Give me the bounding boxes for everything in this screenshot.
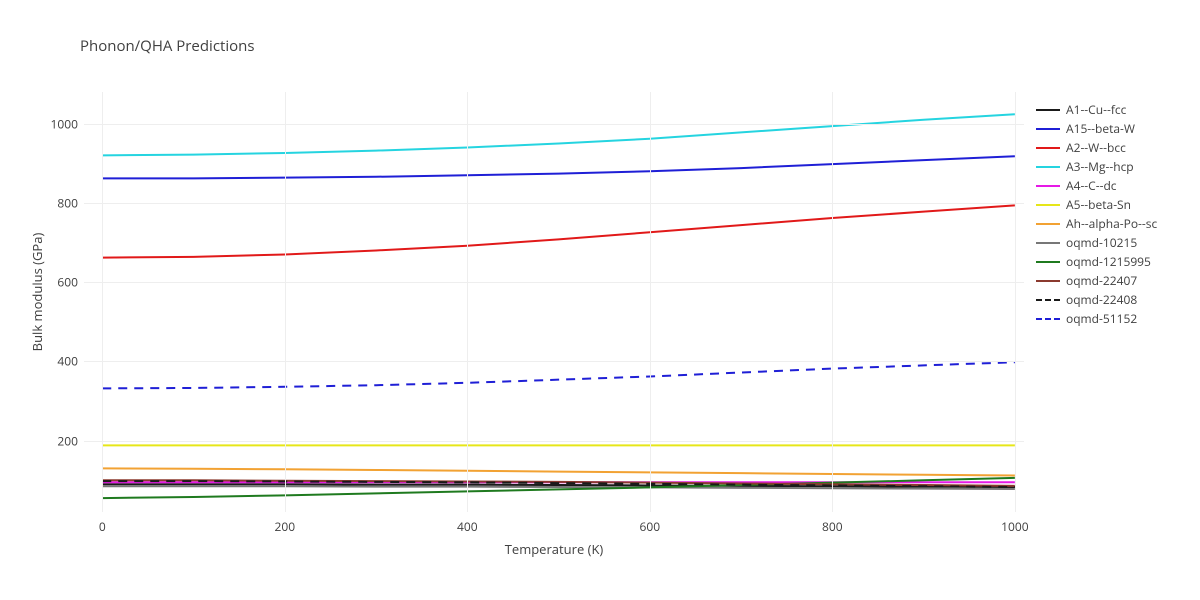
series-line [102,156,1015,178]
legend-label: oqmd-10215 [1066,234,1137,251]
series-line [102,468,1015,475]
x-tick-label: 800 [822,518,843,535]
legend-label: A1--Cu--fcc [1066,101,1126,118]
grid-vline [650,92,651,512]
legend-item[interactable]: oqmd-1215995 [1036,252,1157,271]
grid-hline [84,124,1024,125]
legend-label: A3--Mg--hcp [1066,158,1134,175]
legend-swatch [1036,147,1060,149]
y-tick-label: 800 [44,194,78,211]
chart-title: Phonon/QHA Predictions [80,36,255,56]
series-line [102,362,1015,388]
legend-swatch [1036,185,1060,187]
series-line [102,205,1015,257]
legend-swatch [1036,299,1060,301]
x-tick-label: 400 [457,518,478,535]
legend-item[interactable]: A3--Mg--hcp [1036,157,1157,176]
legend-swatch [1036,128,1060,130]
x-tick-label: 1000 [1001,518,1028,535]
legend-item[interactable]: oqmd-10215 [1036,233,1157,252]
legend-swatch [1036,109,1060,111]
x-tick-label: 200 [274,518,295,535]
legend-label: oqmd-22408 [1066,291,1137,308]
legend-label: oqmd-1215995 [1066,253,1151,270]
legend-label: Ah--alpha-Po--sc [1066,215,1157,232]
legend-label: A2--W--bcc [1066,139,1126,156]
legend-swatch [1036,166,1060,168]
plot-area [84,92,1024,512]
series-line [102,114,1015,155]
y-tick-label: 400 [44,353,78,370]
legend-item[interactable]: oqmd-51152 [1036,309,1157,328]
x-axis-label: Temperature (K) [494,540,614,558]
y-axis-label: Bulk modulus (GPa) [28,212,46,372]
chart-lines [84,92,1024,512]
legend-item[interactable]: oqmd-22407 [1036,271,1157,290]
legend-swatch [1036,318,1060,320]
legend-item[interactable]: oqmd-22408 [1036,290,1157,309]
grid-hline [84,361,1024,362]
grid-vline [467,92,468,512]
y-tick-label: 600 [44,274,78,291]
legend-item[interactable]: A4--C--dc [1036,176,1157,195]
grid-hline [84,441,1024,442]
legend: A1--Cu--fcc A15--beta-W A2--W--bcc A3--Mg--… [1036,100,1157,328]
legend-label: A4--C--dc [1066,177,1117,194]
legend-swatch [1036,204,1060,206]
grid-vline [832,92,833,512]
legend-swatch [1036,223,1060,225]
legend-swatch [1036,261,1060,263]
grid-hline [84,282,1024,283]
x-tick-label: 0 [99,518,106,535]
legend-label: A15--beta-W [1066,120,1135,137]
legend-label: oqmd-22407 [1066,272,1137,289]
grid-hline [84,203,1024,204]
y-tick-label: 200 [44,432,78,449]
legend-item[interactable]: A15--beta-W [1036,119,1157,138]
legend-label: A5--beta-Sn [1066,196,1131,213]
x-tick-label: 600 [640,518,661,535]
y-tick-label: 1000 [44,115,78,132]
grid-vline [1015,92,1016,512]
legend-item[interactable]: A1--Cu--fcc [1036,100,1157,119]
legend-item[interactable]: Ah--alpha-Po--sc [1036,214,1157,233]
legend-swatch [1036,280,1060,282]
grid-vline [102,92,103,512]
grid-vline [285,92,286,512]
legend-label: oqmd-51152 [1066,310,1137,327]
legend-item[interactable]: A5--beta-Sn [1036,195,1157,214]
chart-container: Phonon/QHA Predictions Temperature (K) B… [0,0,1200,600]
legend-item[interactable]: A2--W--bcc [1036,138,1157,157]
legend-swatch [1036,242,1060,244]
